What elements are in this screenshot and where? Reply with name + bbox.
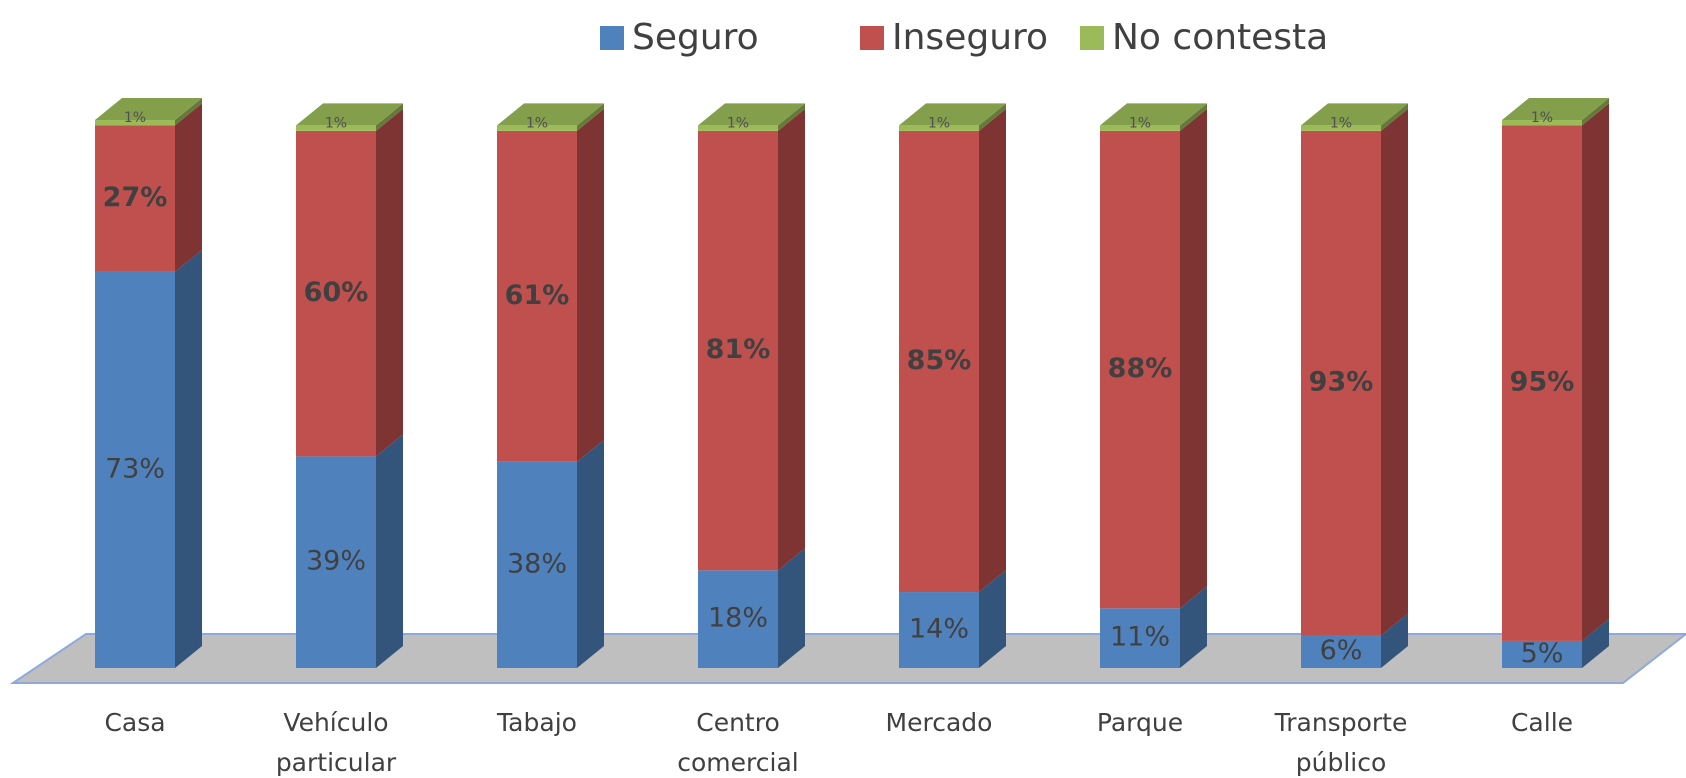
- data-label: 27%: [103, 182, 168, 213]
- bar-segment-top: [1502, 98, 1609, 120]
- bar-segment-top: [1301, 103, 1408, 126]
- x-tick-label: Mercado: [886, 708, 993, 737]
- x-tick-label: Calle: [1511, 708, 1573, 737]
- bar-segment-side: [376, 434, 403, 668]
- bar-segment-side: [1582, 98, 1609, 126]
- legend-label: Inseguro: [892, 17, 1048, 58]
- bar-segment: [296, 456, 376, 668]
- bar-segment-side: [1381, 613, 1408, 668]
- bar-segment: [1502, 125, 1582, 641]
- bar-segment-side: [778, 548, 805, 668]
- x-tick-label: Centro comercial: [677, 708, 798, 777]
- bar-segment: [698, 130, 778, 571]
- bar-segment: [95, 125, 175, 272]
- data-label: 38%: [507, 548, 567, 579]
- data-label: 11%: [1110, 622, 1170, 653]
- legend-swatch: [860, 26, 884, 50]
- legend-swatch: [600, 26, 624, 50]
- data-label: 1%: [1531, 110, 1553, 126]
- bar-segment: [1301, 125, 1381, 131]
- bar-segment-top: [296, 103, 403, 126]
- bar-segment: [698, 125, 778, 131]
- data-label: 93%: [1309, 367, 1374, 398]
- bar-segment-side: [778, 103, 805, 131]
- data-label: 1%: [526, 115, 548, 131]
- bar-segment-side: [979, 570, 1006, 668]
- bar-segment-side: [1180, 108, 1207, 609]
- bar-segment-top: [899, 103, 1006, 126]
- bar-segment-side: [175, 249, 202, 669]
- bar-segment: [1301, 130, 1381, 636]
- data-label: 39%: [306, 546, 366, 577]
- data-label: 1%: [1330, 115, 1352, 131]
- bar-segment: [698, 570, 778, 668]
- bar-segment: [899, 130, 979, 593]
- bar-segment-top: [497, 103, 604, 126]
- data-label: 61%: [505, 280, 570, 311]
- bar-segment-side: [376, 108, 403, 457]
- legend-label: Seguro: [632, 17, 759, 58]
- bar-segment: [1100, 608, 1180, 668]
- legend-label: No contesta: [1112, 17, 1328, 58]
- bar-segment-top: [95, 98, 202, 120]
- bar-segment-side: [1582, 103, 1609, 641]
- data-label: 1%: [928, 115, 950, 131]
- bar-segment: [497, 461, 577, 668]
- data-label: 81%: [706, 334, 771, 365]
- data-label: 5%: [1521, 638, 1564, 669]
- bar-segment: [899, 125, 979, 131]
- bar-segment-top: [698, 103, 805, 126]
- bar-segment-side: [1381, 108, 1408, 636]
- bar-segment: [899, 592, 979, 668]
- data-label: 85%: [907, 345, 972, 376]
- x-tick-label: Parque: [1097, 708, 1183, 737]
- bar-segment-side: [577, 108, 604, 462]
- data-label: 1%: [124, 110, 146, 126]
- x-tick-label: Transporte público: [1274, 708, 1408, 777]
- data-label: 1%: [727, 115, 749, 131]
- floor: [9, 633, 1686, 684]
- bar-segment-side: [577, 439, 604, 668]
- data-label: 1%: [1129, 115, 1151, 131]
- data-label: 1%: [325, 115, 347, 131]
- bar-segment: [296, 125, 376, 131]
- data-label: 88%: [1108, 353, 1173, 384]
- bar-segment: [1100, 130, 1180, 609]
- bar-segment-side: [1180, 586, 1207, 668]
- data-label: 18%: [708, 603, 768, 634]
- bar-segment-side: [979, 108, 1006, 593]
- bar-segment: [95, 271, 175, 668]
- data-label: 95%: [1510, 367, 1575, 398]
- x-tick-label: Vehículo particular: [276, 708, 397, 777]
- bar-segment-side: [376, 103, 403, 131]
- bar-segment-side: [1381, 103, 1408, 131]
- bar-segment: [95, 120, 175, 126]
- x-tick-label: Tabajo: [496, 708, 577, 737]
- bar-segment: [1502, 640, 1582, 668]
- legend-swatch: [1080, 26, 1104, 50]
- bar-segment-side: [1180, 103, 1207, 131]
- bar-segment: [1502, 120, 1582, 126]
- bar-segment: [1301, 635, 1381, 668]
- x-tick-label: Casa: [104, 708, 165, 737]
- bar-segment: [1100, 125, 1180, 131]
- bar-segment-side: [175, 98, 202, 126]
- bar-segment-side: [577, 103, 604, 131]
- bar-segment-side: [1582, 618, 1609, 668]
- data-label: 73%: [105, 453, 165, 484]
- bar-segment: [497, 130, 577, 462]
- bar-segment-side: [979, 103, 1006, 131]
- bar-segment-top: [1100, 103, 1207, 126]
- bar-segment-side: [778, 108, 805, 571]
- data-label: 60%: [304, 277, 369, 308]
- data-label: 6%: [1320, 635, 1363, 666]
- bar-segment: [296, 130, 376, 457]
- bar-segment: [497, 125, 577, 131]
- data-label: 14%: [909, 614, 969, 645]
- bar-segment-side: [175, 103, 202, 272]
